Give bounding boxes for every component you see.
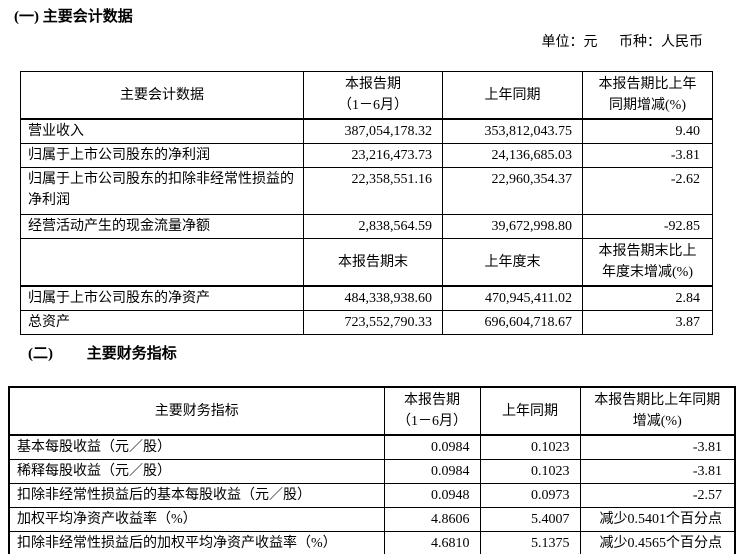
cell-prior: 696,604,718.67 [442, 310, 583, 335]
table-row: 总资产 723,552,790.33 696,604,718.67 3.87 [20, 310, 713, 335]
cell-label: 稀释每股收益（元／股） [8, 459, 385, 484]
cell-change: -3.81 [582, 143, 713, 168]
table2-header-current: 本报告期 （1－6月） [383, 386, 481, 436]
cell-prior: 22,960,354.37 [442, 167, 583, 215]
table2-header-prior: 上年同期 [479, 386, 581, 436]
cell-change: 减少0.5401个百分点 [579, 507, 736, 532]
cell-current: 4.6810 [383, 531, 481, 554]
cell-change: 2.84 [582, 285, 713, 311]
cell-label: 总资产 [20, 310, 304, 335]
cell-prior: 39,672,998.80 [442, 214, 583, 239]
section2-label: 主要财务指标 [86, 346, 177, 362]
cell-label: 归属于上市公司股东的扣除非经常性损益的净利润 [20, 167, 304, 215]
cell-label: 扣除非经常性损益后的加权平均净资产收益率（%） [8, 531, 385, 554]
table-row: 经营活动产生的现金流量净额 2,838,564.59 39,672,998.80… [20, 214, 713, 239]
table-row: 扣除非经常性损益后的基本每股收益（元／股） 0.0948 0.0973 -2.5… [8, 483, 736, 508]
table-row: 营业收入 387,054,178.32 353,812,043.75 9.40 [20, 118, 713, 144]
cell-prior: 353,812,043.75 [442, 118, 583, 144]
table1-mid-header-empty [20, 238, 304, 287]
cell-change: -3.81 [579, 459, 736, 484]
cell-current: 23,216,473.73 [303, 143, 443, 168]
cell-current: 0.0984 [383, 459, 481, 484]
cell-prior: 0.1023 [479, 459, 581, 484]
cell-prior: 0.0973 [479, 483, 581, 508]
financial-indicators-table: 主要财务指标 本报告期 （1－6月） 上年同期 本报告期比上年同期 增减(%) … [8, 386, 736, 554]
cell-label: 归属于上市公司股东的净利润 [20, 143, 304, 168]
table-row: 归属于上市公司股东的净利润 23,216,473.73 24,136,685.0… [20, 143, 713, 168]
cell-change: -2.57 [579, 483, 736, 508]
table-row: 稀释每股收益（元／股） 0.0984 0.1023 -3.81 [8, 459, 736, 484]
cell-prior: 0.1023 [479, 434, 581, 460]
unit-label: 单位：元 [541, 35, 598, 50]
table1-mid-header-row: 本报告期末 上年度末 本报告期末比上 年度末增减(%) [20, 238, 713, 287]
table1-mid-header-current: 本报告期末 [303, 238, 443, 287]
table-row: 扣除非经常性损益后的加权平均净资产收益率（%） 4.6810 5.1375 减少… [8, 531, 736, 554]
table1-header-current: 本报告期 （1－6月） [303, 71, 443, 120]
table2-header-change: 本报告期比上年同期 增减(%) [579, 386, 736, 436]
cell-change: 3.87 [582, 310, 713, 335]
table2-header-row: 主要财务指标 本报告期 （1－6月） 上年同期 本报告期比上年同期 增减(%) [8, 386, 736, 436]
table-row: 加权平均净资产收益率（%） 4.8606 5.4007 减少0.5401个百分点 [8, 507, 736, 532]
table2-header-label: 主要财务指标 [8, 386, 385, 436]
cell-current: 723,552,790.33 [303, 310, 443, 335]
cell-prior: 24,136,685.03 [442, 143, 583, 168]
cell-current: 0.0948 [383, 483, 481, 508]
cell-prior: 5.4007 [479, 507, 581, 532]
cell-change: -3.81 [579, 434, 736, 460]
cell-prior: 470,945,411.02 [442, 285, 583, 311]
table1-header-prior: 上年同期 [442, 71, 583, 120]
table1-mid-header-prior: 上年度末 [442, 238, 583, 287]
currency-label: 币种：人民币 [619, 35, 703, 50]
cell-change: 9.40 [582, 118, 713, 144]
table1-header-row: 主要会计数据 本报告期 （1－6月） 上年同期 本报告期比上年 同期增减(%) [20, 71, 713, 120]
table1-header-label: 主要会计数据 [20, 71, 304, 120]
cell-current: 4.8606 [383, 507, 481, 532]
cell-current: 387,054,178.32 [303, 118, 443, 144]
unit-line: 单位：元 币种：人民币 [542, 31, 704, 51]
cell-current: 2,838,564.59 [303, 214, 443, 239]
cell-change: -2.62 [582, 167, 713, 215]
cell-label: 扣除非经常性损益后的基本每股收益（元／股） [8, 483, 385, 508]
table-row: 归属于上市公司股东的净资产 484,338,938.60 470,945,411… [20, 285, 713, 311]
cell-current: 22,358,551.16 [303, 167, 443, 215]
section2-prefix: (二) [28, 346, 53, 362]
table1-header-change: 本报告期比上年 同期增减(%) [582, 71, 713, 120]
cell-prior: 5.1375 [479, 531, 581, 554]
cell-change: 减少0.4565个百分点 [579, 531, 736, 554]
section1-title: (一) 主要会计数据 [14, 9, 133, 25]
cell-label: 经营活动产生的现金流量净额 [20, 214, 304, 239]
cell-current: 0.0984 [383, 434, 481, 460]
accounting-data-table: 主要会计数据 本报告期 （1－6月） 上年同期 本报告期比上年 同期增减(%) … [20, 71, 713, 335]
cell-label: 加权平均净资产收益率（%） [8, 507, 385, 532]
cell-change: -92.85 [582, 214, 713, 239]
table-row: 归属于上市公司股东的扣除非经常性损益的净利润 22,358,551.16 22,… [20, 167, 713, 215]
cell-label: 归属于上市公司股东的净资产 [20, 285, 304, 311]
cell-label: 营业收入 [20, 118, 304, 144]
table1-mid-header-change: 本报告期末比上 年度末增减(%) [582, 238, 713, 287]
table-row: 基本每股收益（元／股） 0.0984 0.1023 -3.81 [8, 434, 736, 460]
section2-title: (二) 主要财务指标 [28, 342, 177, 363]
cell-current: 484,338,938.60 [303, 285, 443, 311]
cell-label: 基本每股收益（元／股） [8, 434, 385, 460]
